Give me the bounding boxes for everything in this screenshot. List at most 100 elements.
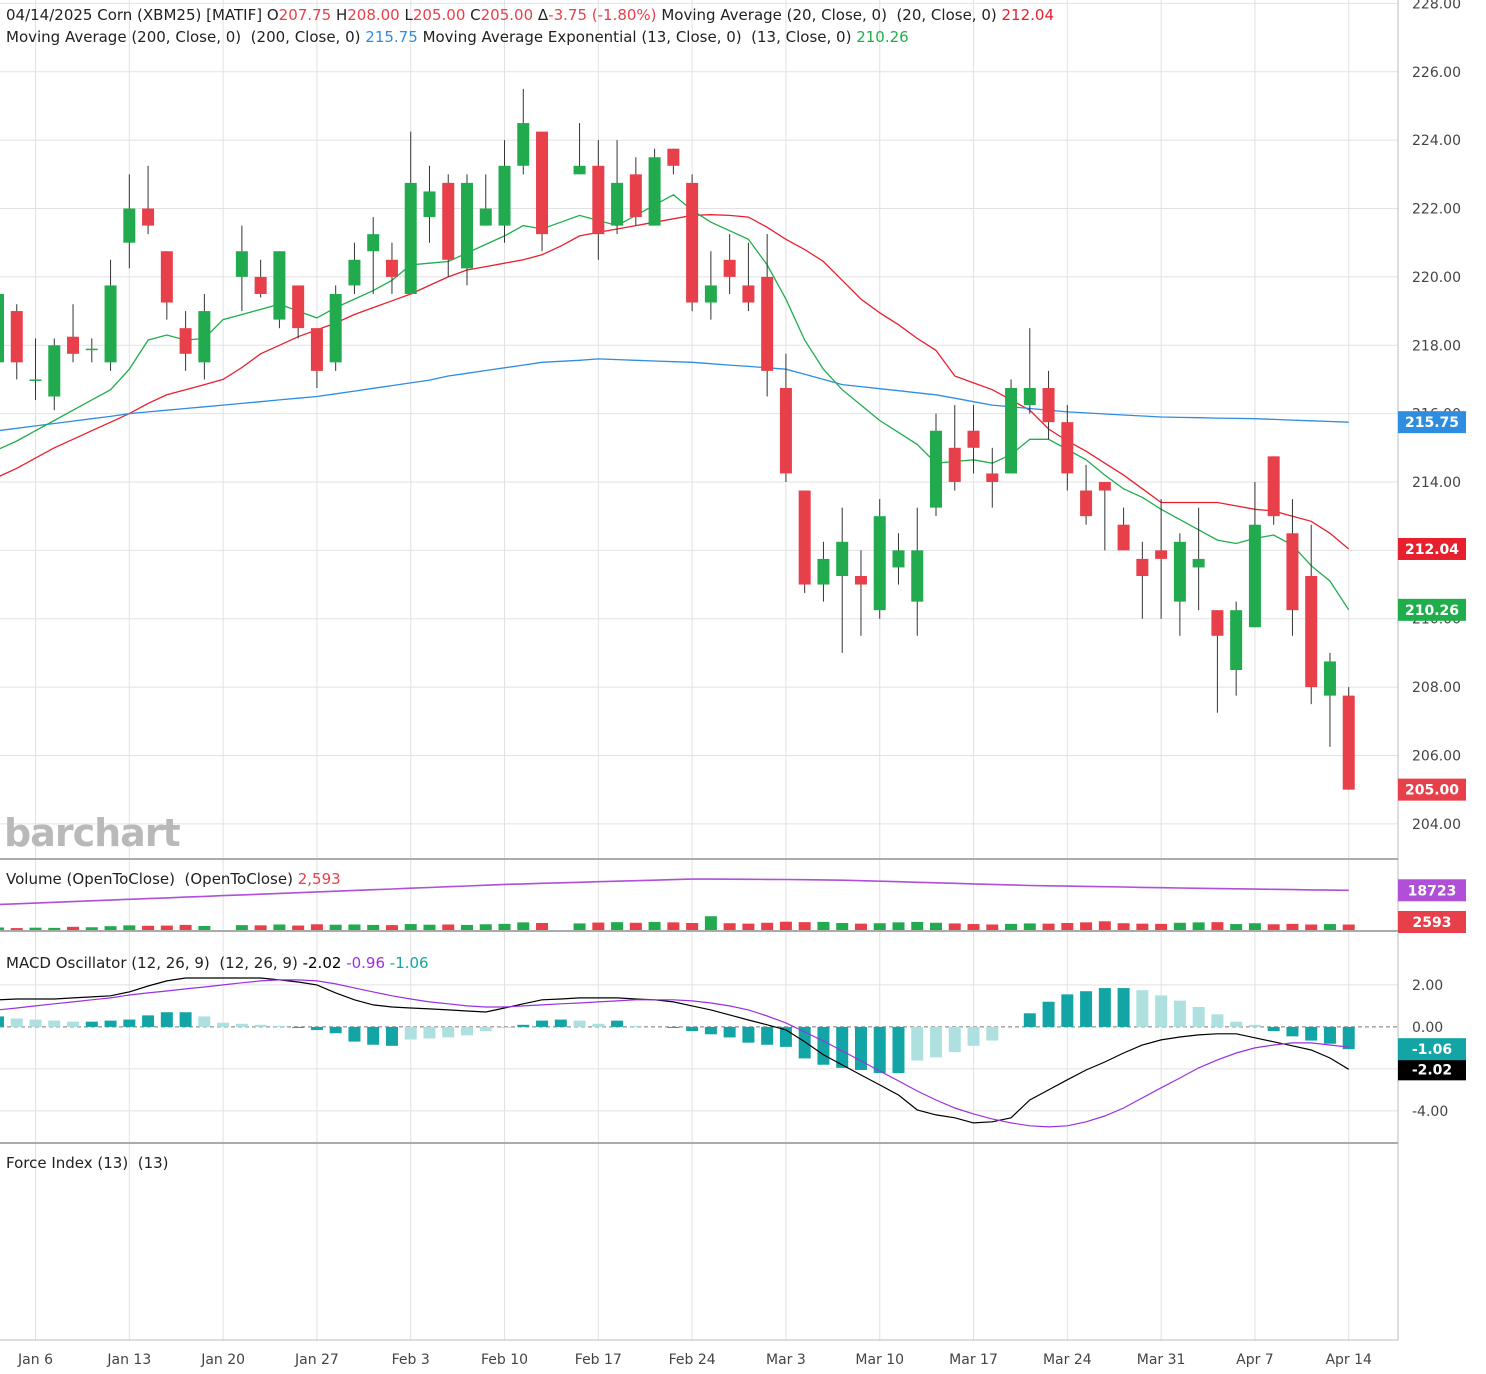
quote-value: 205.00 [481, 6, 534, 24]
candle-body [123, 208, 136, 243]
candle-body [1080, 490, 1093, 517]
volume-bar [517, 922, 530, 930]
volume-bar [329, 924, 342, 930]
histogram-bar [1323, 1026, 1336, 1044]
histogram-bar [667, 1026, 680, 1028]
histogram-bar [761, 1026, 774, 1045]
badge-label: 205.00 [1405, 783, 1459, 799]
histogram-bar [517, 1024, 530, 1027]
volume-bar [461, 924, 473, 930]
badge-label: 212.04 [1405, 542, 1459, 558]
histogram-bar [123, 1019, 136, 1027]
candle-body [1136, 558, 1149, 576]
histogram-bar [911, 1026, 924, 1061]
volume-bar [1023, 923, 1036, 930]
histogram-bar [0, 1016, 4, 1027]
volume-bar [1342, 924, 1355, 930]
volume-bar [67, 926, 80, 930]
quote-value: 205.00 [413, 6, 466, 24]
moving-average-line [0, 214, 1350, 550]
histogram-bar [1061, 994, 1074, 1027]
histogram-bar [686, 1026, 699, 1032]
candle-body [854, 575, 867, 585]
x-tick-label: Mar 24 [1043, 1352, 1092, 1368]
quote-key: C [470, 6, 480, 24]
x-tick-label: Feb 24 [669, 1352, 716, 1368]
marks [0, 88, 1355, 1128]
volume-bar [854, 923, 867, 930]
candle-body [292, 285, 305, 329]
candle-body [404, 182, 417, 294]
moving-average-line [0, 194, 1350, 611]
candle-body [629, 174, 642, 218]
volume-bar [704, 916, 717, 930]
legend-value: 215.75 [365, 28, 418, 46]
candle-body [1342, 695, 1355, 790]
volume-bar [667, 922, 680, 930]
labels: Jan 6 Jan 13 Jan 20 Jan 27 Feb 3 Feb 10 Feb 17… [4, 0, 1466, 1368]
volume-bar [836, 923, 849, 930]
y-tick-label: 214.00 [1412, 475, 1461, 491]
volume-bar [1305, 924, 1318, 930]
x-tick-label: Feb 17 [575, 1352, 622, 1368]
candle-body [1023, 387, 1036, 406]
volume-bar [1136, 923, 1149, 930]
histogram-bar [742, 1026, 755, 1043]
volume-bar [1005, 923, 1018, 930]
x-tick-label: Feb 10 [481, 1352, 528, 1368]
volume-bar [648, 921, 661, 930]
quote-value: 208.00 [347, 6, 400, 24]
legend-name: Volume (OpenToClose) (OpenToClose) [6, 870, 293, 888]
moving-average-line [0, 358, 1349, 432]
x-tick-label: Mar 31 [1137, 1352, 1186, 1368]
candle-body [498, 165, 511, 226]
candle-body [235, 251, 248, 277]
histogram-bar [385, 1026, 398, 1046]
volume-bar [1173, 922, 1186, 930]
quote-key: Δ [538, 6, 549, 24]
volume-bar [761, 922, 774, 930]
legend-title: 04/14/2025 Corn (XBM25) [MATIF] [6, 6, 262, 24]
volume-bar [1061, 923, 1074, 930]
volume-bar [1080, 922, 1093, 930]
candle-body [798, 490, 811, 585]
candle-body [160, 251, 173, 303]
histogram-bar [1192, 1006, 1205, 1027]
volume-bar [348, 924, 361, 930]
volume-bar [1248, 923, 1261, 930]
candle-body [948, 447, 961, 482]
candle-body [667, 148, 680, 166]
volume-bar [1286, 923, 1299, 930]
candle-body [1305, 575, 1318, 688]
volume-bar [1117, 923, 1130, 930]
candle-body [1173, 541, 1186, 602]
histogram-bar [310, 1026, 323, 1031]
histogram-bar [1173, 1000, 1186, 1027]
candle-body [367, 234, 380, 252]
histogram-bar [930, 1026, 942, 1058]
candle-body [611, 182, 624, 226]
volume-bar [967, 924, 980, 930]
candle-body [273, 251, 286, 320]
volume-bar [573, 923, 586, 930]
volume-average-line [0, 878, 1349, 906]
candle-body [930, 430, 942, 508]
candle-body [779, 387, 792, 474]
candle-body [423, 191, 436, 218]
value-badge [1398, 778, 1466, 801]
badge-label: 18723 [1408, 883, 1457, 899]
histogram-bar [1305, 1026, 1318, 1041]
candle-body [873, 516, 886, 611]
candle-body [536, 131, 549, 235]
y-tick-label: 224.00 [1412, 133, 1461, 149]
histogram-bar [329, 1026, 342, 1034]
candle-body [85, 348, 98, 351]
candle-body [461, 182, 473, 269]
candle-body [986, 473, 999, 482]
candle-body [1211, 610, 1224, 636]
volume-bar [479, 924, 492, 930]
y-tick-label: 228.00 [1412, 0, 1461, 12]
candle-body [573, 165, 586, 175]
x-tick-label: Apr 14 [1325, 1352, 1372, 1368]
